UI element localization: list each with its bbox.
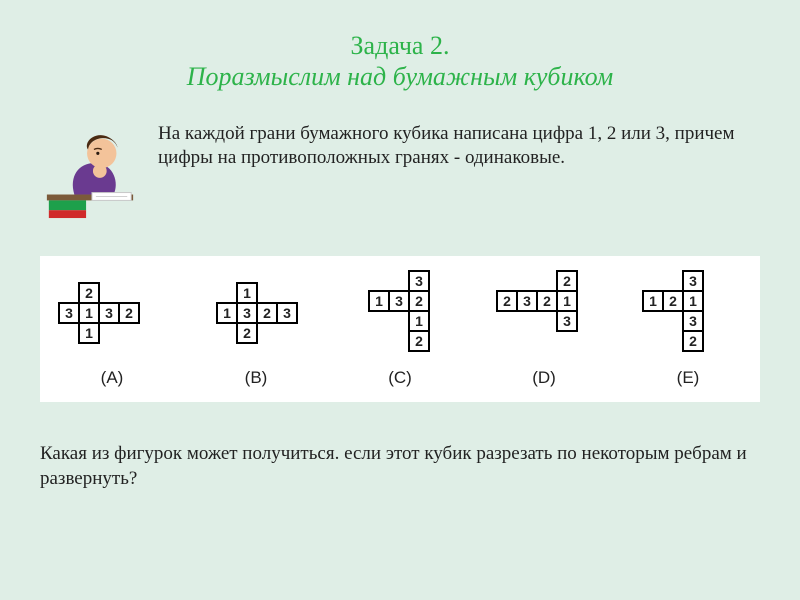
cube-net: 313212(C): [336, 266, 464, 388]
net-label: (C): [388, 368, 412, 388]
net-cell: 2: [256, 302, 278, 324]
net-cell: 2: [118, 302, 140, 324]
net-cell: 3: [236, 302, 258, 324]
net-cell: 2: [556, 270, 578, 292]
cube-net: 231321(A): [48, 266, 176, 388]
net-cell: 3: [556, 310, 578, 332]
net-cell: 1: [368, 290, 390, 312]
cube-net-grid: 313212: [336, 266, 464, 362]
net-cell: 3: [98, 302, 120, 324]
intro-text: На каждой грани бумажного кубика написан…: [158, 122, 760, 170]
cube-net: 312132(E): [624, 266, 752, 388]
net-cell: 2: [408, 330, 430, 352]
thinking-person-icon: [40, 122, 140, 220]
slide: Задача 2. Поразмыслим над бумажным кубик…: [0, 0, 800, 600]
net-cell: 1: [78, 302, 100, 324]
net-cell: 1: [408, 310, 430, 332]
net-cell: 1: [556, 290, 578, 312]
net-cell: 3: [58, 302, 80, 324]
cube-net-grid: 113232: [192, 266, 320, 362]
net-label: (A): [101, 368, 124, 388]
net-cell: 2: [78, 282, 100, 304]
net-cell: 1: [642, 290, 664, 312]
task-subtitle: Поразмыслим над бумажным кубиком: [40, 61, 760, 92]
cube-net-grid: 223213: [480, 266, 608, 362]
nets-row: 231321(A)113232(B)313212(C)223213(D)3121…: [40, 256, 760, 402]
question-text: Какая из фигурок может получиться. если …: [40, 442, 760, 491]
net-cell: 2: [662, 290, 684, 312]
net-cell: 3: [276, 302, 298, 324]
task-title: Задача 2.: [40, 30, 760, 61]
net-label: (E): [677, 368, 700, 388]
cube-net-grid: 312132: [624, 266, 752, 362]
net-cell: 3: [682, 310, 704, 332]
net-cell: 2: [408, 290, 430, 312]
net-cell: 3: [682, 270, 704, 292]
net-cell: 2: [236, 322, 258, 344]
cube-net-grid: 231321: [48, 266, 176, 362]
net-cell: 1: [216, 302, 238, 324]
net-cell: 1: [682, 290, 704, 312]
net-cell: 1: [78, 322, 100, 344]
net-cell: 3: [516, 290, 538, 312]
net-label: (D): [532, 368, 556, 388]
net-cell: 1: [236, 282, 258, 304]
net-cell: 3: [408, 270, 430, 292]
title-block: Задача 2. Поразмыслим над бумажным кубик…: [40, 30, 760, 92]
net-cell: 3: [388, 290, 410, 312]
net-cell: 2: [682, 330, 704, 352]
net-cell: 2: [536, 290, 558, 312]
net-cell: 2: [496, 290, 518, 312]
intro-row: На каждой грани бумажного кубика написан…: [40, 122, 760, 220]
cube-net: 113232(B): [192, 266, 320, 388]
net-label: (B): [245, 368, 268, 388]
cube-net: 223213(D): [480, 266, 608, 388]
